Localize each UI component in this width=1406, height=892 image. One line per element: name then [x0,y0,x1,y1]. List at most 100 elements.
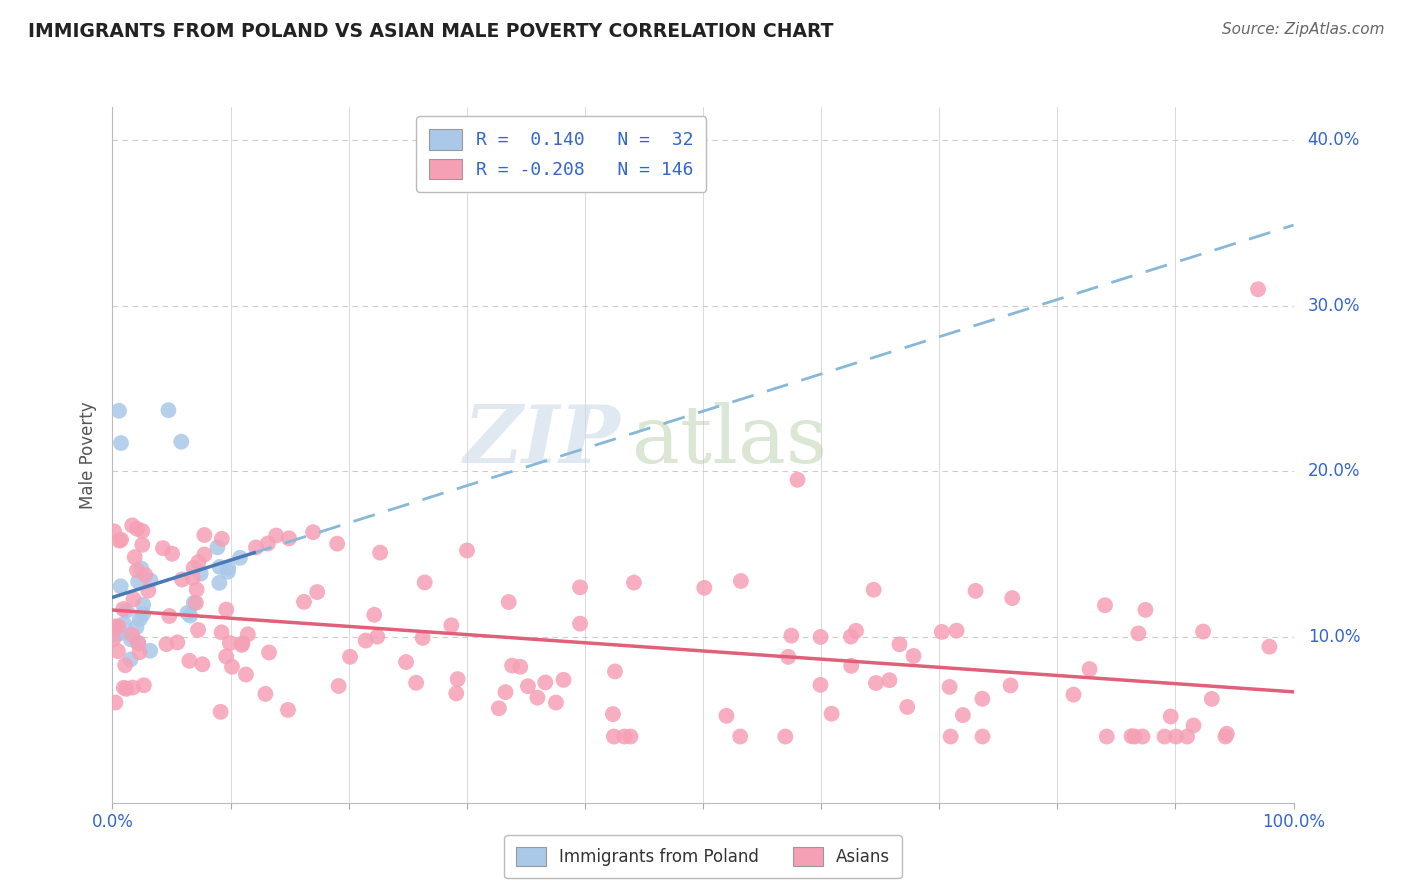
Point [619,730,641,744]
Point [121,681,143,695]
Point [862,582,884,597]
Point [501,658,523,673]
Point [211,532,233,546]
Point [1135,603,1157,617]
Point [132,607,155,621]
Point [157,403,180,417]
Point [115,681,138,696]
Point [191,657,214,672]
Point [405,675,427,690]
Point [122,592,145,607]
Text: 30.0%: 30.0% [1308,297,1360,315]
Point [1121,729,1143,743]
Point [221,659,243,673]
Point [152,541,174,555]
Point [446,686,468,700]
Point [127,574,149,589]
Point [945,624,967,638]
Point [509,660,531,674]
Point [1160,709,1182,723]
Point [215,602,238,616]
Point [302,525,325,540]
Point [354,633,377,648]
Point [104,627,127,641]
Point [217,561,239,575]
Point [209,705,232,719]
Point [1182,718,1205,732]
Point [186,582,208,597]
Point [939,730,962,744]
Point [176,606,198,620]
Point [526,690,548,705]
Point [132,598,155,612]
Point [446,672,468,686]
Point [131,538,153,552]
Point [231,636,253,650]
Text: 40.0%: 40.0% [1308,131,1360,149]
Point [187,623,209,637]
Point [127,636,149,650]
Point [215,649,238,664]
Point [125,563,148,577]
Point [115,604,138,618]
Point [170,434,193,449]
Point [245,541,267,555]
Point [366,630,388,644]
Point [845,624,868,638]
Point [264,528,287,542]
Point [623,575,645,590]
Point [136,583,159,598]
Point [190,566,212,581]
Point [110,533,132,547]
Point [107,619,129,633]
Point [820,706,842,721]
Point [896,700,918,714]
Point [693,581,716,595]
Point [179,608,201,623]
Point [368,546,391,560]
Point [1247,282,1270,296]
Point [170,573,193,587]
Point [728,730,751,744]
Point [139,644,162,658]
Point [236,627,259,641]
Point [132,678,155,692]
Point [193,548,215,562]
Point [498,595,520,609]
Point [1000,678,1022,692]
Point [103,524,125,539]
Point [516,679,538,693]
Point [108,533,131,548]
Point [208,560,231,574]
Point [101,632,124,647]
Point [160,547,183,561]
Text: 10.0%: 10.0% [1308,628,1360,646]
Point [183,561,205,575]
Text: Source: ZipAtlas.com: Source: ZipAtlas.com [1222,22,1385,37]
Point [972,730,994,744]
Point [110,625,132,640]
Point [104,621,127,635]
Point [1215,730,1237,744]
Point [124,550,146,565]
Point [778,649,800,664]
Point [613,730,636,744]
Text: atlas: atlas [633,402,827,480]
Point [326,537,349,551]
Point [810,678,832,692]
Point [121,518,143,533]
Point [413,575,436,590]
Point [112,616,135,631]
Point [603,730,626,744]
Point [229,550,252,565]
Point [254,687,277,701]
Point [839,630,862,644]
Y-axis label: Male Poverty: Male Poverty [79,401,97,508]
Point [166,635,188,649]
Point [1201,691,1223,706]
Point [257,536,280,550]
Point [128,645,150,659]
Point [131,561,153,575]
Point [1095,730,1118,744]
Point [127,636,149,650]
